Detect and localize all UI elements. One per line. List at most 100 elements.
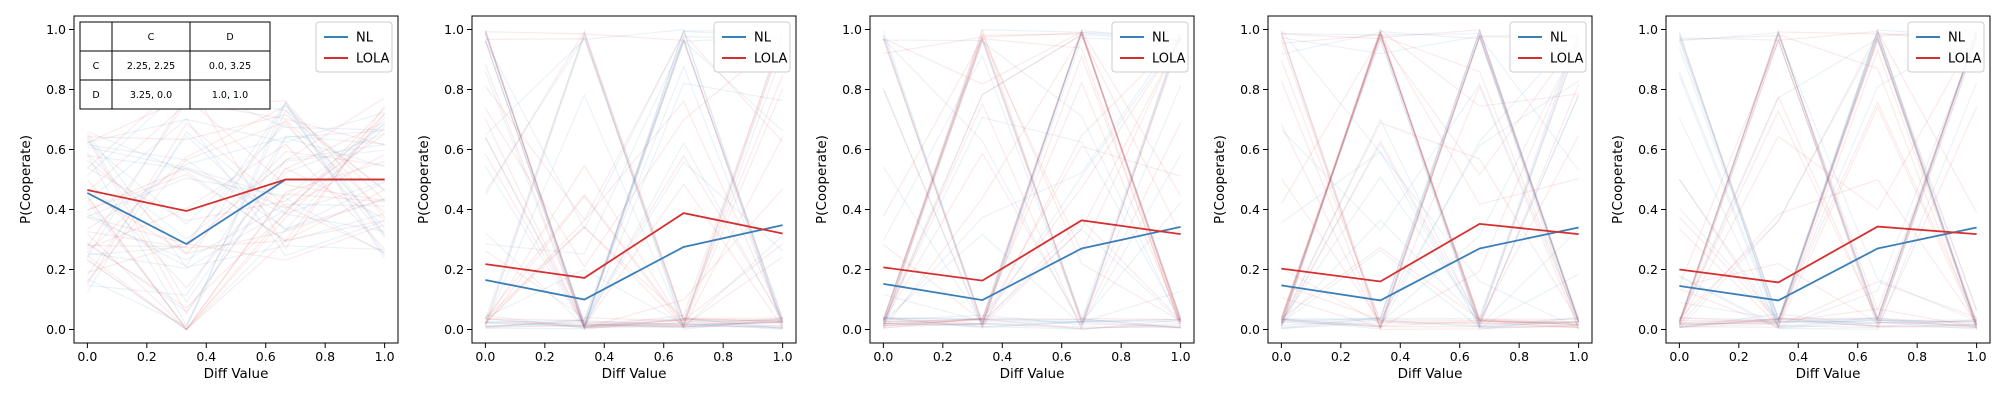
legend-label-nl: NL	[1152, 31, 1170, 46]
y-tick-label: 0.6	[1638, 142, 1658, 157]
y-tick-label: 0.8	[46, 82, 66, 97]
background-runs	[1280, 27, 1580, 331]
run-line-nl	[87, 135, 385, 296]
run-line-lola	[485, 154, 784, 322]
run-line-nl	[1281, 249, 1579, 328]
run-line-nl	[87, 102, 386, 268]
table-row-header: C	[93, 61, 100, 72]
run-line-lola	[86, 137, 385, 315]
run-line-nl	[485, 321, 783, 329]
run-line-nl	[1679, 34, 1978, 325]
run-line-nl	[86, 118, 385, 257]
run-line-nl	[484, 35, 783, 329]
y-tick-label: 0.6	[46, 142, 66, 157]
background-runs	[86, 76, 386, 331]
run-line-lola	[87, 119, 386, 274]
y-axis-label: P(Cooperate)	[1610, 135, 1626, 224]
run-line-lola	[883, 318, 1181, 329]
run-line-nl	[87, 123, 386, 270]
run-line-lola	[882, 27, 1182, 326]
run-line-nl	[1679, 30, 1978, 329]
run-line-lola	[1678, 32, 1978, 327]
x-tick-label: 0.2	[1331, 349, 1351, 364]
run-line-nl	[1280, 94, 1580, 326]
x-axis-label: Diff Value	[602, 366, 667, 382]
run-line-lola	[1281, 34, 1579, 324]
run-line-lola	[882, 38, 1182, 327]
legend: NL LOLA	[1907, 21, 1985, 73]
run-line-nl	[1679, 276, 1977, 329]
run-line-nl	[882, 154, 1182, 327]
run-line-nl	[1678, 30, 1977, 323]
run-line-nl	[1678, 30, 1978, 323]
y-tick-label: 0.2	[1240, 262, 1260, 277]
run-line-lola	[87, 189, 385, 249]
x-axis-label: Diff Value	[1000, 366, 1065, 382]
run-line-lola	[883, 32, 1182, 322]
run-line-lola	[86, 101, 385, 247]
run-line-lola	[484, 39, 783, 330]
run-line-nl	[87, 131, 385, 243]
run-line-nl	[485, 39, 784, 255]
run-line-nl	[883, 39, 1181, 329]
run-line-lola	[1679, 263, 1977, 326]
series-line-nl	[883, 226, 1181, 302]
run-line-lola	[1280, 29, 1580, 321]
table-cell: 0.0, 3.25	[209, 61, 251, 72]
y-tick-label: 0.0	[842, 322, 862, 337]
run-line-lola	[1280, 34, 1580, 324]
run-line-nl	[485, 314, 783, 329]
x-tick-label: 0.0	[873, 349, 893, 364]
run-line-nl	[1281, 30, 1580, 328]
run-line-lola	[87, 113, 386, 309]
run-line-nl	[485, 64, 784, 328]
legend: NL LOLA	[713, 21, 791, 73]
run-line-nl	[1678, 179, 1977, 329]
run-line-lola	[484, 32, 783, 327]
legend-label-lola: LOLA	[1948, 52, 1982, 67]
run-line-nl	[1281, 150, 1579, 328]
run-line-lola	[1280, 139, 1579, 327]
legend: NL LOLA	[1509, 21, 1587, 73]
subplot-2: 0.0 0.2 0.4 0.6 0.8 1.0 0.0 0.2 0.4 0.6 0.8 1.0 Diff…	[416, 15, 797, 382]
run-line-nl	[1281, 30, 1580, 320]
x-tick-label: 0.6	[256, 349, 276, 364]
axes-frame	[1267, 15, 1593, 344]
run-line-nl	[1679, 319, 1977, 325]
run-line-lola	[882, 29, 1182, 326]
x-tick-label: 0.4	[1390, 349, 1410, 364]
run-line-lola	[883, 36, 1182, 329]
series-line-lola	[485, 212, 783, 279]
run-line-nl	[1678, 33, 1977, 324]
run-line-nl	[87, 130, 385, 230]
subplot-3: 0.0 0.2 0.4 0.6 0.8 1.0 0.0 0.2 0.4 0.6 0.8 1.0 Diff…	[814, 15, 1195, 382]
run-line-nl	[1679, 28, 1978, 328]
run-line-lola	[87, 191, 385, 255]
background-runs	[882, 27, 1182, 331]
run-line-nl	[86, 130, 385, 293]
run-line-lola	[883, 54, 1182, 325]
y-tick-label: 0.2	[46, 262, 66, 277]
run-line-lola	[1281, 246, 1579, 326]
run-line-nl	[883, 202, 1182, 328]
run-line-nl	[1280, 142, 1579, 327]
run-line-lola	[1678, 178, 1977, 327]
legend-label-nl: NL	[356, 31, 374, 46]
run-line-nl	[484, 137, 783, 328]
run-line-lola	[1678, 32, 1978, 322]
x-tick-label: 0.8	[1907, 349, 1927, 364]
y-tick-label: 0.0	[46, 322, 66, 337]
run-line-lola	[1679, 36, 1978, 326]
x-axis-label: Diff Value	[1398, 366, 1463, 382]
x-tick-label: 1.0	[1967, 349, 1987, 364]
run-line-lola	[485, 183, 784, 328]
x-tick-label: 0.4	[594, 349, 614, 364]
run-line-lola	[1678, 31, 1978, 323]
run-line-lola	[485, 40, 784, 328]
x-tick-label: 0.2	[1729, 349, 1749, 364]
run-line-lola	[882, 39, 1182, 325]
series-line-nl	[1679, 226, 1977, 302]
run-line-nl	[1679, 37, 1978, 326]
y-tick-label: 1.0	[1638, 22, 1658, 37]
series-line-lola	[883, 219, 1181, 282]
